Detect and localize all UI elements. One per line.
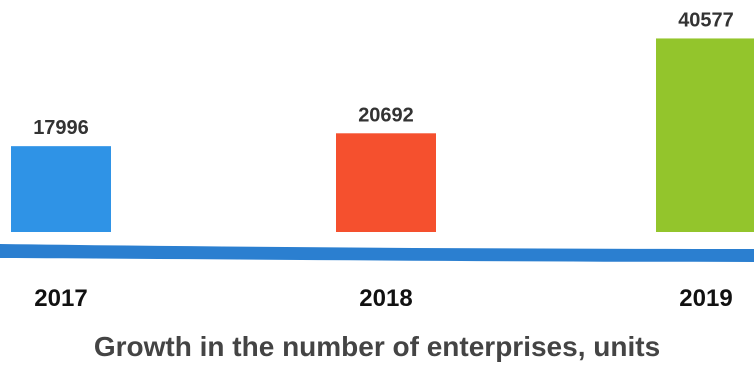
category-label-2018: 2018 (359, 285, 412, 312)
bar-2019 (656, 38, 754, 232)
value-label-2019: 40577 (678, 9, 734, 31)
x-axis-baseline (0, 244, 754, 262)
labels-group: 17996 2017 20692 2018 40577 2019 (33, 9, 734, 312)
value-label-2017: 17996 (33, 117, 89, 139)
bar-chart: 17996 2017 20692 2018 40577 2019 (0, 9, 754, 312)
bar-2018 (336, 133, 436, 232)
category-label-2019: 2019 (679, 285, 732, 312)
bar-2017 (11, 146, 111, 232)
category-label-2017: 2017 (34, 285, 87, 312)
bars-group (11, 38, 754, 232)
chart-title: Growth in the number of enterprises, uni… (93, 331, 661, 362)
value-label-2018: 20692 (358, 104, 414, 126)
